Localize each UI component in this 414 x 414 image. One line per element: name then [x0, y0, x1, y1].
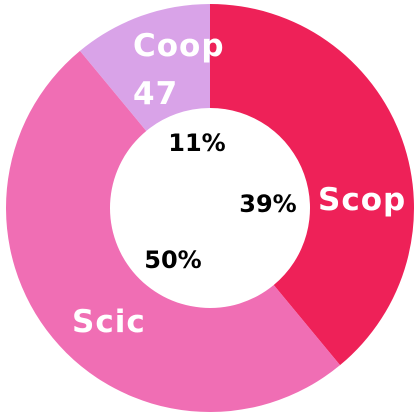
percent-label: 39%	[239, 190, 297, 218]
donut-slice	[79, 4, 210, 131]
percent-label: 50%	[144, 246, 202, 274]
percent-label: 11%	[168, 129, 226, 157]
donut-slice	[5, 50, 341, 413]
slice-label: Scic	[72, 304, 146, 340]
donut-slice	[210, 4, 414, 366]
slice-label: Coop 47	[133, 28, 225, 112]
slice-label: Scop	[318, 182, 407, 218]
